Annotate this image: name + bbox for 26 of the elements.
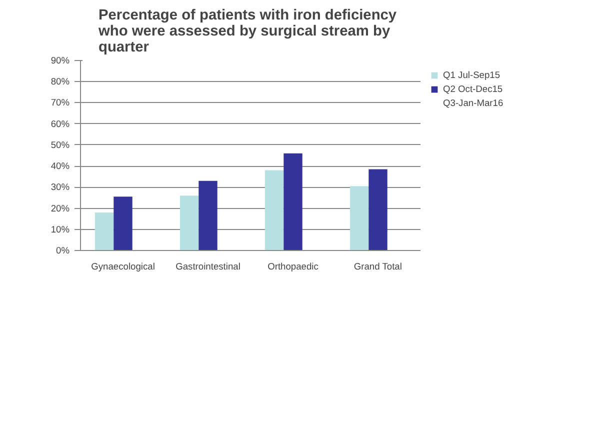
- bar: [264, 170, 284, 250]
- y-tick-label: 60%: [50, 118, 70, 129]
- legend-label: Q1 Jul-Sep15: [443, 70, 500, 80]
- chart-title: Percentage of patients with iron deficiency who were assessed by surgical stream by quarter: [98, 8, 398, 56]
- bar: [180, 196, 199, 250]
- bar: [368, 169, 388, 250]
- y-tick-label: 90%: [50, 56, 70, 66]
- x-tick-label: Gastrointestinal: [176, 262, 240, 272]
- bar: [114, 196, 132, 250]
- y-tick-label: 30%: [50, 182, 70, 192]
- bar: [198, 180, 218, 250]
- bar: [94, 212, 114, 250]
- y-tick-label: 40%: [50, 161, 70, 172]
- text: Q3-Jan-Mar16: [443, 98, 504, 108]
- legend-label: Q2 Oct-Dec15: [443, 84, 503, 94]
- y-tick-label: 50%: [50, 140, 70, 150]
- x-tick-label: Orthopaedic: [268, 262, 319, 272]
- bar: [350, 186, 369, 250]
- y-tick-label: 10%: [50, 224, 70, 234]
- y-tick-label: 70%: [50, 98, 70, 108]
- y-tick-label: 80%: [50, 76, 70, 87]
- x-tick-label: Grand Total: [354, 262, 402, 272]
- y-tick-label: 0%: [56, 246, 70, 256]
- x-tick-label: Gynaecological: [91, 262, 155, 272]
- y-tick-label: 20%: [50, 203, 70, 214]
- bar: [284, 153, 302, 250]
